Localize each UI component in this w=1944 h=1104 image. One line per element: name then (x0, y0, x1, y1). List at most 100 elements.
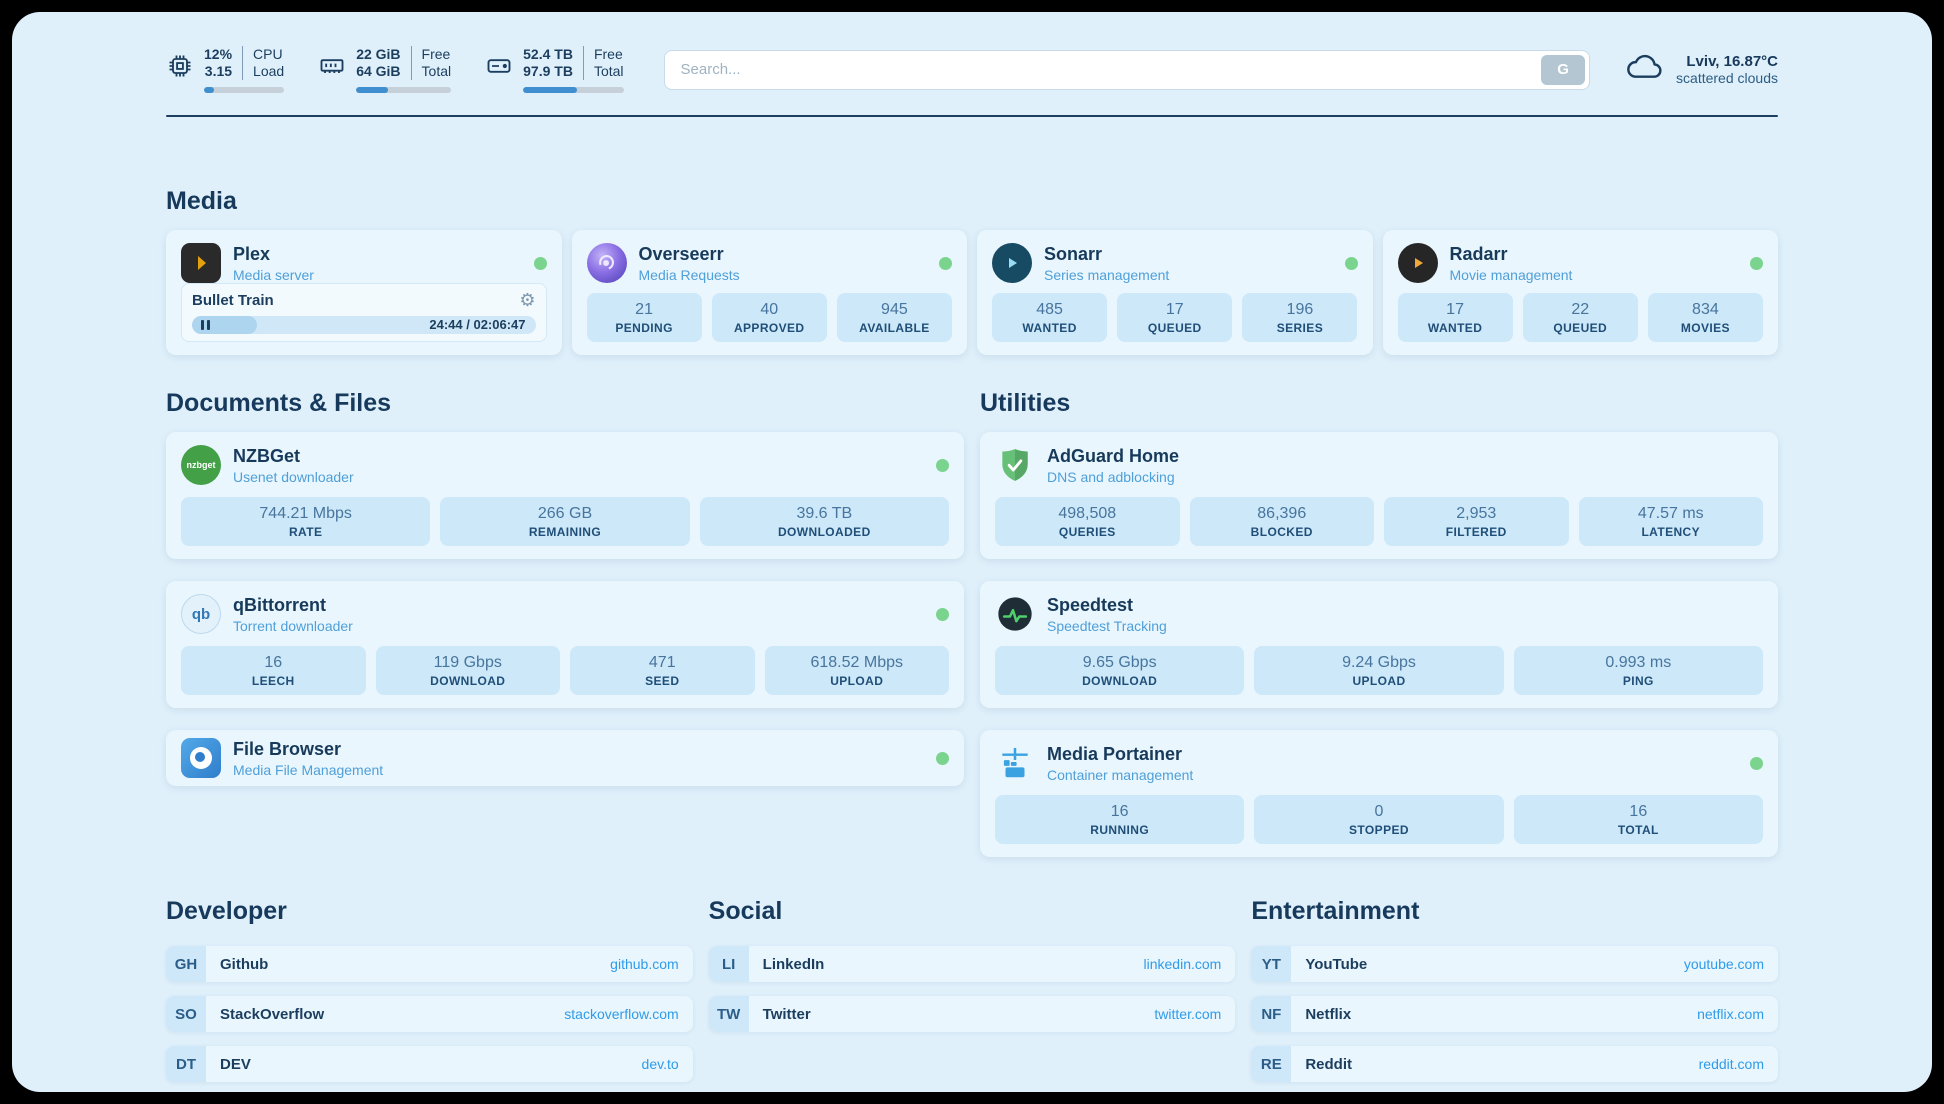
stat-value: 2,953 (1456, 505, 1497, 522)
cpu-progress-bar (204, 87, 285, 93)
qbittorrent-app-link[interactable]: qb qBittorrent Torrent downloader (181, 594, 949, 634)
ram-total-value: 64 GiB (356, 63, 401, 79)
status-dot (939, 256, 952, 270)
bookmark-netflix[interactable]: NF Netflix netflix.com (1251, 996, 1778, 1032)
stat-value: 9.65 Gbps (1082, 654, 1157, 671)
playback-progress-bar[interactable]: 24:44 / 02:06:47 (192, 316, 536, 334)
search-input[interactable] (663, 49, 1591, 90)
status-dot (936, 751, 949, 765)
plex-app-link[interactable]: Plex Media server (181, 243, 547, 283)
now-playing-title: Bullet Train (192, 291, 274, 309)
google-search-button[interactable]: G (1541, 54, 1586, 85)
section-title-media: Media (166, 187, 237, 215)
bookmark-stackoverflow[interactable]: SO StackOverflow stackoverflow.com (166, 996, 693, 1032)
stat-chip: 485 WANTED (992, 293, 1108, 342)
radarr-icon (1397, 243, 1438, 283)
stat-value: 22 (1571, 301, 1590, 318)
bookmark-url: stackoverflow.com (564, 1006, 679, 1022)
stat-chip: 40 APPROVED (711, 293, 827, 342)
status-dot (533, 256, 547, 270)
bookmark-url: dev.to (641, 1056, 679, 1072)
plex-now-playing: Bullet Train ⚙ 24:44 / 02:06:47 (181, 283, 547, 342)
bookmark-favicon: RE (1251, 1046, 1292, 1082)
stat-chip: 744.21 Mbps RATE (181, 497, 431, 546)
ram-icon (318, 46, 346, 86)
nzbget-card: nzbget NZBGet Usenet downloader 744.21 M… (166, 432, 964, 559)
filebrowser-app-link[interactable]: File Browser Media File Management (181, 738, 949, 778)
pause-icon[interactable] (201, 320, 210, 330)
social-column: Social LI LinkedIn linkedin.com TW Twitt… (708, 897, 1236, 1032)
stat-label: DOWNLOADED (777, 525, 871, 539)
stat-value: 16 (1629, 803, 1648, 820)
bookmark-dev[interactable]: DT DEV dev.to (166, 1046, 693, 1082)
portainer-app-link[interactable]: Media Portainer Container management (995, 743, 1763, 783)
gear-icon[interactable]: ⚙ (519, 290, 536, 310)
adguard-app-link[interactable]: AdGuard Home DNS and adblocking (995, 445, 1763, 485)
cpu-usage-value: 12% (204, 46, 233, 62)
stat-label: REMAINING (528, 525, 602, 539)
stat-label: WANTED (1427, 321, 1483, 335)
cpu-load-value: 3.15 (204, 63, 233, 79)
portainer-stats: 16 RUNNING 0 STOPPED 16 TOTAL (995, 795, 1763, 844)
stat-value: 834 (1692, 301, 1719, 318)
status-dot (1750, 756, 1763, 770)
stat-chip: 16 LEECH (181, 646, 366, 695)
stat-value: 471 (648, 654, 676, 671)
radarr-app-link[interactable]: Radarr Movie management (1397, 243, 1763, 283)
nzbget-icon: nzbget (181, 445, 221, 485)
ram-label: Free (421, 46, 451, 62)
stat-chip: 834 MOVIES (1647, 293, 1763, 342)
bookmark-favicon: TW (708, 996, 749, 1032)
radarr-stats: 17 WANTED 22 QUEUED 834 MOVIES (1397, 293, 1764, 342)
documents-column: Documents & Files nzbget NZBGet Usenet d… (166, 389, 964, 786)
app-name: Plex (233, 243, 271, 264)
ram-widget: 22 GiB 64 GiB Free Total (318, 46, 452, 93)
bookmark-twitter[interactable]: TW Twitter twitter.com (708, 996, 1236, 1032)
stat-value: 17 (1165, 301, 1184, 318)
stat-label: QUERIES (1058, 525, 1116, 539)
stat-chip: 471 SEED (570, 646, 755, 695)
overseerr-app-link[interactable]: Overseerr Media Requests (586, 243, 952, 283)
app-desc: Movie management (1449, 266, 1573, 283)
stat-chip: 16 RUNNING (995, 795, 1245, 844)
dashboard-page: 12% 3.15 CPU Load (12, 12, 1932, 1092)
speedtest-app-link[interactable]: Speedtest Speedtest Tracking (995, 594, 1763, 634)
stat-chip: 22 QUEUED (1522, 293, 1638, 342)
speedtest-card: Speedtest Speedtest Tracking 9.65 Gbps D… (980, 581, 1778, 708)
bookmark-name: StackOverflow (220, 1005, 325, 1023)
bookmark-name: Reddit (1305, 1055, 1352, 1073)
bookmark-favicon: NF (1251, 996, 1292, 1032)
bookmark-linkedin[interactable]: LI LinkedIn linkedin.com (708, 946, 1236, 982)
app-name: NZBGet (233, 445, 300, 466)
sonarr-app-link[interactable]: Sonarr Series management (992, 243, 1358, 283)
bookmark-favicon: SO (166, 996, 206, 1032)
bookmark-name: Github (220, 955, 269, 973)
stat-label: RATE (288, 525, 323, 539)
bookmark-youtube[interactable]: YT YouTube youtube.com (1251, 946, 1778, 982)
stat-value: 47.57 ms (1637, 505, 1704, 522)
disk-widget: 52.4 TB 97.9 TB Free Total (485, 46, 624, 93)
status-dot (1750, 256, 1763, 270)
divider (242, 46, 244, 80)
stat-chip: 119 Gbps DOWNLOAD (375, 646, 560, 695)
stat-value: 9.24 Gbps (1342, 654, 1416, 671)
cpu-icon (166, 46, 194, 86)
bookmark-reddit[interactable]: RE Reddit reddit.com (1251, 1046, 1778, 1082)
stat-label: RUNNING (1090, 823, 1150, 837)
stat-label: APPROVED (733, 321, 805, 335)
app-name: qBittorrent (233, 594, 326, 615)
ram-label2: Total (421, 63, 452, 79)
stat-label: TOTAL (1617, 823, 1659, 837)
bookmark-github[interactable]: GH Github github.com (166, 946, 693, 982)
nzbget-app-link[interactable]: nzbget NZBGet Usenet downloader (181, 445, 949, 485)
weather-widget: Lviv, 16.87°C scattered clouds (1624, 51, 1778, 88)
qbittorrent-icon: qb (181, 594, 221, 634)
stat-label: MOVIES (1680, 321, 1730, 335)
stat-chip: 39.6 TB DOWNLOADED (699, 497, 949, 546)
bookmark-url: linkedin.com (1143, 956, 1222, 972)
status-dot (1344, 256, 1358, 270)
stat-chip: 0.993 ms PING (1513, 646, 1763, 695)
stat-value: 485 (1036, 301, 1063, 318)
disk-progress-bar (523, 87, 624, 93)
bookmark-url: github.com (610, 956, 679, 972)
